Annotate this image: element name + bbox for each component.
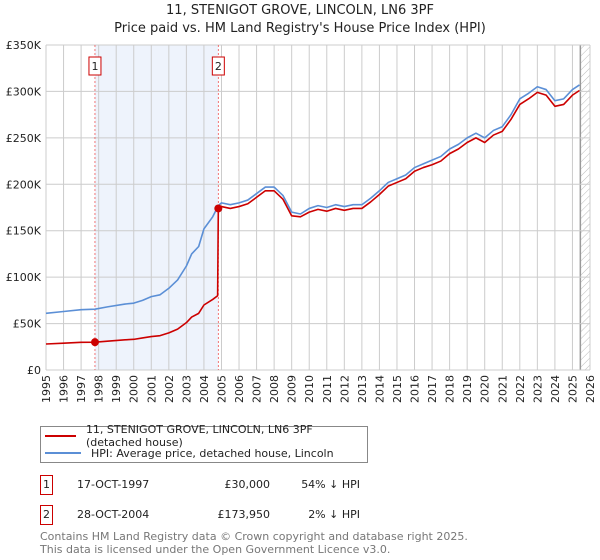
x-tick-label: 2020	[479, 375, 492, 403]
x-tick-label: 2015	[391, 375, 404, 403]
y-tick-label: £350K	[6, 39, 42, 52]
legend-label: 11, STENIGOT GROVE, LINCOLN, LN6 3PF (de…	[85, 423, 313, 449]
x-tick-label: 2013	[356, 375, 369, 403]
x-tick-label: 1998	[93, 375, 106, 403]
transaction-badge: 2	[40, 505, 53, 525]
legend-label: HPI: Average price, detached house, Linc…	[91, 446, 334, 460]
x-tick-label: 2026	[584, 375, 597, 403]
footer-line: Contains HM Land Registry data © Crown c…	[40, 530, 468, 543]
x-tick-label: 2018	[444, 375, 457, 403]
x-tick-label: 1995	[40, 375, 53, 403]
y-tick-label: £250K	[6, 132, 42, 145]
legend-swatch-red	[45, 435, 76, 437]
legend-item-price: 11, STENIGOT GROVE, LINCOLN, LN6 3PF (de…	[45, 423, 367, 449]
transaction-badge: 1	[40, 475, 53, 495]
x-tick-label: 2016	[409, 375, 422, 403]
x-tick-label: 2004	[198, 375, 211, 403]
forecast-hatch	[580, 45, 590, 370]
x-tick-label: 1999	[110, 375, 123, 403]
y-tick-label: £300K	[6, 85, 42, 98]
x-tick-label: 2021	[496, 375, 509, 403]
sale-point	[90, 338, 99, 347]
x-tick-label: 2012	[338, 375, 351, 403]
transaction-price: £30,000	[224, 478, 271, 491]
legend-swatch-blue	[45, 452, 81, 454]
x-tick-label: 2002	[163, 375, 176, 403]
legend: 11, STENIGOT GROVE, LINCOLN, LN6 3PF (de…	[40, 423, 368, 463]
legend-item-hpi: HPI: Average price, detached house, Linc…	[45, 445, 334, 461]
x-tick-label: 2025	[566, 375, 579, 403]
x-tick-label: 2005	[215, 375, 228, 403]
x-tick-label: 1996	[58, 375, 71, 403]
sale-label-box	[88, 56, 102, 76]
y-tick-label: £50K	[13, 318, 42, 331]
x-tick-label: 2007	[251, 375, 264, 403]
transaction-hpi-diff: 54% ↓ HPI	[301, 478, 360, 491]
price-chart: 1995 1996 1997 1998 1999 2000 2001 2002 2003 2004…	[6, 39, 597, 403]
sale-label-box	[211, 56, 225, 76]
x-tick-label: 1997	[75, 375, 88, 403]
sale-label: 1	[91, 60, 98, 73]
y-tick-label: £100K	[6, 271, 42, 284]
x-tick-label: 2001	[145, 375, 158, 403]
footer-line: This data is licensed under the Open Gov…	[40, 543, 391, 556]
sale-period-shade	[94, 45, 219, 370]
y-tick-label: £200K	[6, 178, 42, 191]
x-tick-label: 2011	[321, 375, 334, 403]
chart-title: 11, STENIGOT GROVE, LINCOLN, LN6 3PF	[166, 3, 434, 18]
x-tick-label: 2019	[461, 375, 474, 403]
sale-label: 2	[215, 60, 222, 73]
x-tick-label: 2006	[233, 375, 246, 403]
x-tick-label: 2010	[303, 375, 316, 403]
price-paid-line	[45, 89, 580, 345]
x-tick-label: 2023	[531, 375, 544, 403]
transaction-price: £173,950	[217, 508, 271, 521]
x-tick-label: 2000	[128, 375, 141, 403]
hpi-line	[45, 84, 580, 315]
sale-point	[214, 204, 223, 213]
transaction-hpi-diff: 2% ↓ HPI	[308, 508, 360, 521]
footer: Contains HM Land Registry data © Crown c…	[40, 530, 468, 556]
y-tick-label: £0	[27, 364, 41, 377]
x-tick-label: 2009	[286, 375, 299, 403]
x-tick-label: 2017	[426, 375, 439, 403]
transaction-date: 28-OCT-2004	[77, 508, 150, 521]
x-tick-label: 2024	[549, 375, 562, 403]
transaction-date: 17-OCT-1997	[77, 478, 150, 491]
y-tick-label: £150K	[6, 225, 42, 238]
chart-subtitle: Price paid vs. HM Land Registry's House …	[114, 21, 486, 36]
x-tick-label: 2008	[268, 375, 281, 403]
x-tick-label: 2022	[514, 375, 527, 403]
x-tick-label: 2014	[373, 375, 386, 403]
x-tick-label: 2003	[180, 375, 193, 403]
